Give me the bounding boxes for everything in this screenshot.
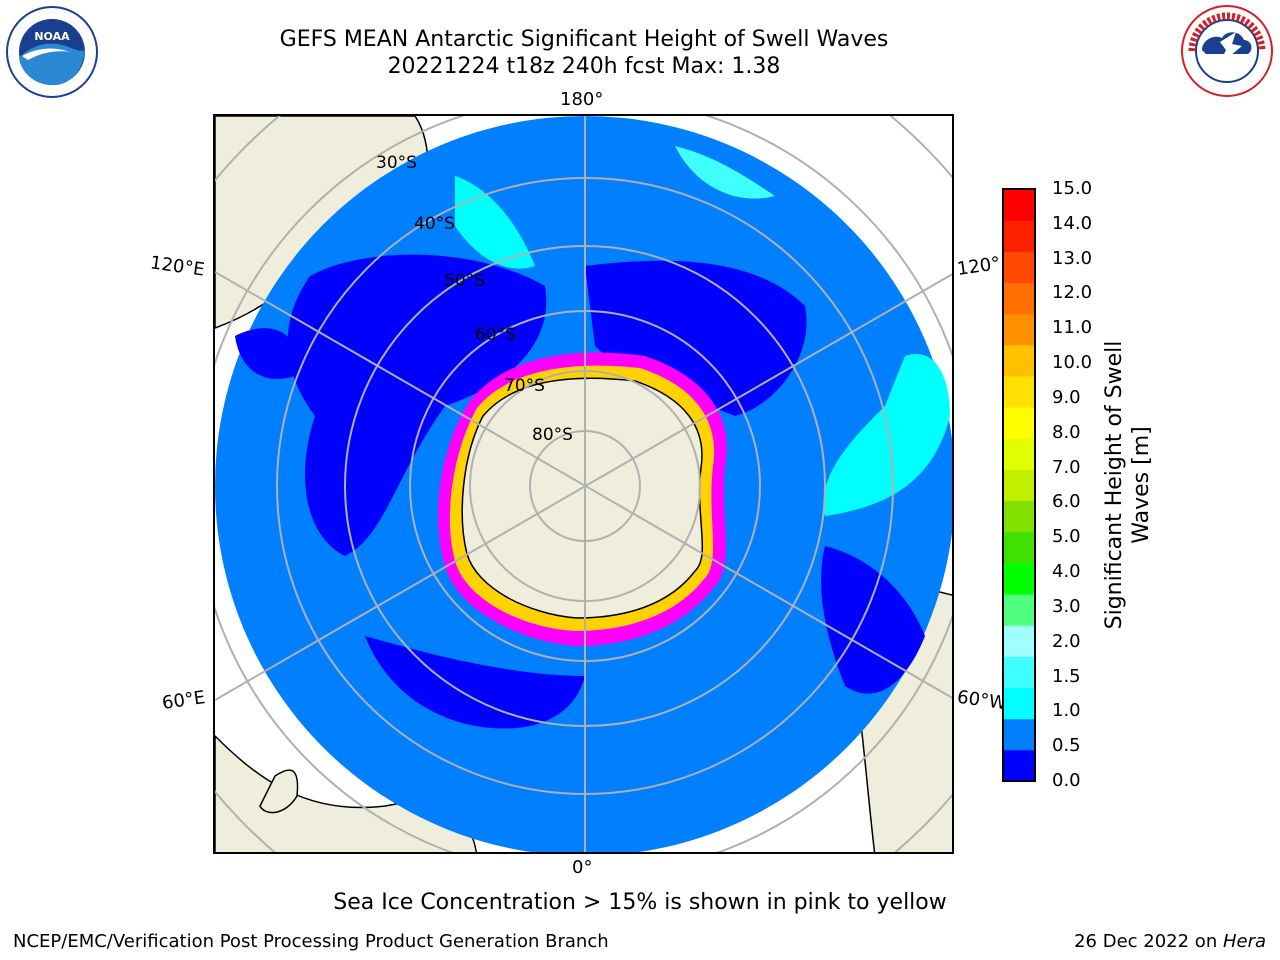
polar-map [213, 114, 954, 854]
lat-label-30s: 30°S [376, 153, 417, 173]
colorbar-band [1003, 251, 1035, 283]
colorbar-label-line2: Waves [m] [1129, 426, 1154, 544]
high-swell-zone [823, 354, 950, 516]
colorbar-band [1003, 625, 1035, 657]
colorbar-tick-label: 14.0 [1052, 212, 1093, 234]
colorbar-band [1003, 562, 1035, 595]
colorbar-band [1003, 687, 1035, 720]
map-subtitle: 20221224 t18z 240h fcst Max: 1.38 [387, 54, 781, 79]
colorbar-tick-label: 10.0 [1052, 352, 1093, 374]
colorbar-band [1003, 438, 1035, 470]
colorbar-band [1003, 407, 1035, 439]
colorbar-band [1003, 375, 1035, 408]
colorbar-tick-label: 2.0 [1052, 630, 1081, 652]
colorbar-band [1003, 313, 1035, 346]
colorbar-band [1003, 189, 1035, 221]
colorbar-tick-label: 12.0 [1052, 282, 1093, 304]
colorbar-band [1003, 656, 1035, 689]
map-canvas [215, 116, 952, 852]
colorbar-band [1003, 282, 1035, 315]
low-swell-zone [287, 254, 547, 557]
colorbar-label: Significant Height of Swell Waves [m] [1101, 341, 1155, 630]
lat-label-80s: 80°S [532, 425, 573, 445]
colorbar-bands [1003, 189, 1035, 782]
lon-label-180: 180° [560, 89, 604, 110]
colorbar-tick-label: 15.0 [1052, 178, 1093, 199]
colorbar-band [1003, 718, 1035, 751]
low-swell-zone [235, 328, 297, 380]
colorbar-band [1003, 500, 1035, 533]
colorbar [1002, 188, 1036, 782]
colorbar-band [1003, 594, 1035, 626]
colorbar-tick-label: 13.0 [1052, 247, 1093, 269]
lat-label-60s: 60°S [475, 325, 516, 345]
map-title: GEFS MEAN Antarctic Significant Height o… [279, 27, 889, 52]
colorbar-tick-label: 9.0 [1052, 386, 1081, 408]
lon-label-0: 0° [572, 857, 593, 878]
antarctica-land [461, 377, 704, 619]
lat-label-40s: 40°S [414, 214, 455, 234]
colorbar-tick-label: 1.0 [1052, 700, 1081, 722]
gridlines [215, 116, 952, 852]
madagascar-land [259, 769, 299, 814]
colorbar-band [1003, 220, 1035, 252]
lon-label-120w: 120° [955, 253, 1002, 280]
high-swell-zone [675, 146, 775, 199]
lat-label-70s: 70°S [504, 376, 545, 396]
colorbar-band [1003, 469, 1035, 502]
lon-label-120e: 120°E [148, 252, 206, 281]
footer-host: Hera [1222, 931, 1266, 952]
footer-branch: NCEP/EMC/Verification Post Processing Pr… [13, 931, 609, 952]
noaa-logo-text: NOAA [34, 30, 70, 43]
colorbar-tick-label: 3.0 [1052, 595, 1081, 617]
colorbar-tick-label: 7.0 [1052, 456, 1081, 478]
colorbar-tick-label: 0.0 [1052, 770, 1081, 791]
colorbar-tick-label: 5.0 [1052, 526, 1081, 548]
colorbar-label-line1: Significant Height of Swell [1102, 340, 1127, 630]
colorbar-tick-label: 4.0 [1052, 561, 1081, 583]
lon-label-60w: 60°W [955, 686, 1008, 715]
colorbar-band [1003, 344, 1035, 377]
footer-date: 26 Dec 2022 on Hera [1074, 931, 1266, 952]
colorbar-tick-label: 0.5 [1052, 735, 1081, 757]
colorbar-tick-label: 8.0 [1052, 421, 1081, 443]
sea-ice-caption: Sea Ice Concentration > 15% is shown in … [333, 890, 947, 915]
colorbar-tick-label: 6.0 [1052, 491, 1081, 513]
low-swell-zone [821, 546, 925, 694]
noaa-logo: NOAA [6, 6, 98, 98]
lon-label-60e: 60°E [160, 687, 207, 714]
nws-logo [1181, 5, 1273, 97]
colorbar-tick-label: 11.0 [1052, 317, 1093, 339]
lat-label-50s: 50°S [444, 271, 485, 291]
footer-date-text: 26 Dec 2022 on [1074, 931, 1223, 952]
colorbar-band [1003, 531, 1035, 564]
colorbar-band [1003, 749, 1035, 782]
colorbar-tick-label: 1.5 [1052, 665, 1081, 687]
